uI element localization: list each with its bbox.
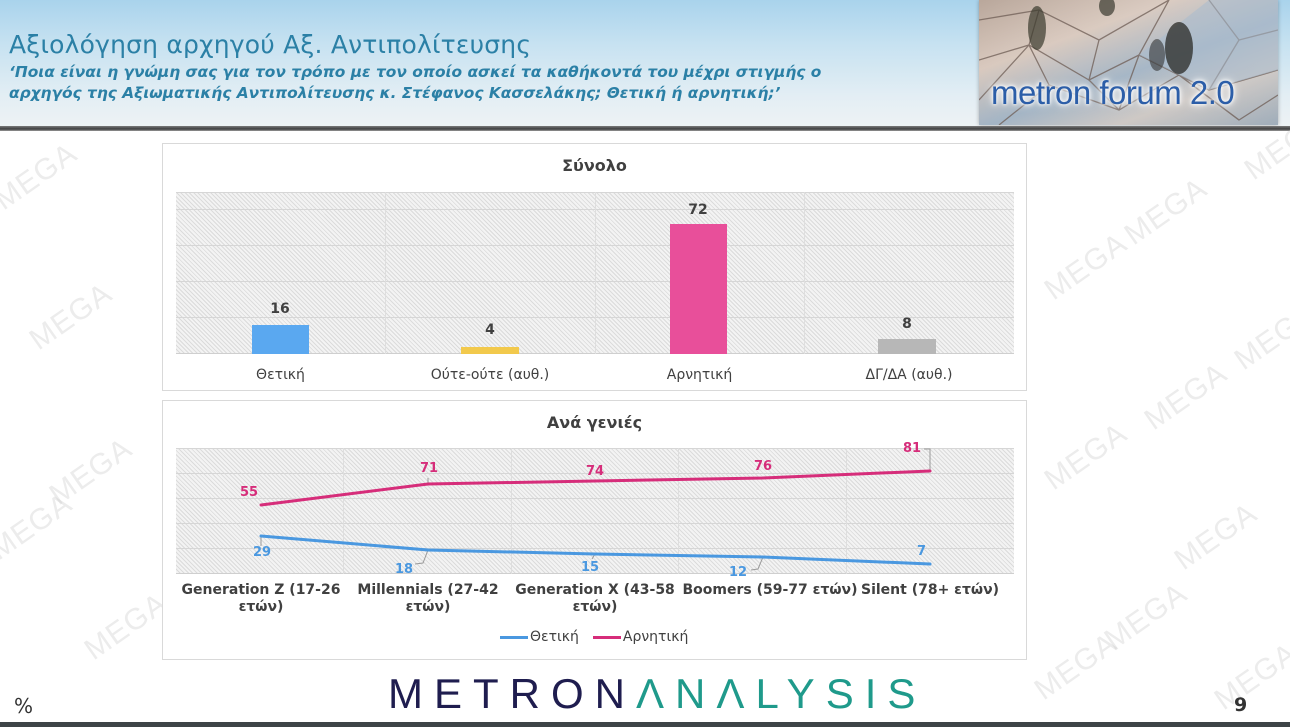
label-line: Generation X (43-58	[515, 582, 675, 598]
label-line: ετών)	[405, 599, 451, 615]
generation-label: Millennials (27-42 ετών)	[348, 582, 508, 616]
geometric-pavement-image	[979, 0, 1278, 125]
point-label-positive: 15	[581, 560, 600, 575]
watermark: MEGA	[1028, 626, 1124, 707]
watermark: MEGA	[78, 586, 174, 667]
slide-title: Αξιολόγηση αρχηγού Αξ. Αντιπολίτευσης	[9, 30, 532, 59]
line-series-layer	[259, 448, 932, 571]
generation-label: Generation Z (17-26 ετών)	[181, 582, 341, 616]
watermark: MEGA	[0, 136, 84, 217]
watermark: MEGA	[1118, 171, 1214, 252]
legend-label: Αρνητική	[622, 629, 689, 645]
slide-subtitle: ‘Ποια είναι η γνώμη σας για τον τρόπο με…	[9, 62, 821, 104]
gridline	[176, 448, 1014, 449]
series-negative-line	[259, 469, 932, 507]
generations-line-chart-panel: Ανά γενιές 55 71 74 76 81 29 18 15 12 7	[162, 400, 1027, 660]
page-number: 9	[1234, 694, 1248, 716]
category-label: Ούτε-ούτε (αυθ.)	[430, 367, 550, 383]
slide-header: Αξιολόγηση αρχηγού Αξ. Αντιπολίτευσης ‘Π…	[0, 0, 1290, 128]
label-line: ετών)	[238, 599, 284, 615]
point-label-positive: 12	[729, 565, 748, 580]
legend-label: Θετική	[530, 629, 579, 645]
brand-part-2: ΛNΛLYSIS	[636, 670, 927, 717]
header-divider	[0, 126, 1290, 131]
generation-label: Boomers (59-77 ετών)	[682, 582, 858, 599]
bar-positive	[252, 325, 309, 354]
label-line: Boomers (59-77 ετών)	[682, 582, 858, 598]
bar-plot-area: 16 4 72 8	[176, 192, 1014, 354]
watermark: MEGA	[1138, 356, 1234, 437]
watermark: MEGA	[1168, 496, 1264, 577]
label-line: Generation Z (17-26	[181, 582, 341, 598]
logo-text: metron forum 2.0	[991, 74, 1235, 111]
line-chart-title: Ανά γενιές	[546, 413, 643, 432]
gridline	[385, 192, 386, 354]
watermark: MEGA	[43, 431, 139, 512]
bar-neutral	[461, 347, 519, 354]
category-label: Αρνητική	[666, 367, 733, 383]
category-label: ΔΓ/ΔΑ (αυθ.)	[865, 367, 953, 383]
point-label-negative: 74	[586, 464, 605, 479]
brand-part-1: METRON	[388, 670, 636, 717]
bar-dont-know	[878, 339, 936, 354]
label-line: Millennials (27-42	[357, 582, 499, 598]
metron-forum-logo: metron forum 2.0	[979, 0, 1278, 125]
point-label-negative: 71	[420, 461, 439, 476]
legend-item-positive: Θετική	[500, 629, 579, 645]
point-label-negative: 55	[240, 485, 259, 500]
watermark: MEGA	[1208, 636, 1290, 717]
watermark: MEGA	[1228, 296, 1290, 377]
bar-value-label: 72	[688, 202, 708, 218]
watermark: MEGA	[23, 276, 119, 357]
bar-value-label: 4	[485, 322, 495, 338]
legend-line-icon	[500, 635, 528, 639]
gridline	[343, 448, 344, 574]
watermark: MEGA	[1098, 576, 1194, 657]
footer-bar	[0, 722, 1290, 727]
point-label-positive: 29	[253, 545, 272, 560]
gridline	[595, 192, 596, 354]
series-positive-line	[259, 534, 932, 566]
point-label-negative: 76	[754, 459, 773, 474]
legend-line-icon	[592, 635, 621, 639]
label-line: Silent (78+ ετών)	[860, 582, 1000, 598]
bar-negative	[670, 224, 727, 354]
bar-value-label: 8	[902, 316, 912, 332]
generation-label: Generation X (43-58 ετών)	[515, 582, 675, 616]
bar-value-label: 16	[270, 301, 290, 317]
watermark: MEGA	[0, 486, 79, 567]
chart-legend: Θετική Αρνητική	[500, 629, 702, 645]
watermark: MEGA	[1038, 416, 1134, 497]
legend-item-negative: Αρνητική	[592, 629, 689, 645]
total-bar-chart-panel: Σύνολο 16 4 72 8 Θετική Ούτε-ούτε (αυθ.)…	[162, 143, 1027, 391]
gridline	[846, 448, 847, 574]
gridline	[176, 473, 1014, 474]
subtitle-line-1: ‘Ποια είναι η γνώμη σας για τον τρόπο με…	[9, 63, 822, 81]
generation-label: Silent (78+ ετών)	[850, 582, 1010, 599]
watermark: MEGA	[1038, 226, 1134, 307]
label-line: ετών)	[572, 599, 618, 615]
subtitle-line-2: αρχηγός της Αξιωματικής Αντιπολίτευσης κ…	[9, 84, 781, 102]
point-label-positive: 18	[395, 562, 414, 577]
gridline	[804, 192, 805, 354]
gridline	[511, 448, 512, 574]
gridline	[678, 448, 679, 574]
gridline	[176, 548, 1014, 549]
gridline	[176, 523, 1014, 524]
unit-label: %	[14, 694, 34, 718]
metron-analysis-logo: METRONΛNΛLYSIS	[388, 670, 926, 718]
x-axis-line	[176, 573, 1014, 574]
category-label: Θετική	[256, 367, 305, 383]
point-label-negative: 81	[903, 441, 922, 456]
gridline	[176, 498, 1014, 499]
point-label-positive: 7	[917, 544, 927, 559]
bar-chart-title: Σύνολο	[562, 156, 627, 175]
